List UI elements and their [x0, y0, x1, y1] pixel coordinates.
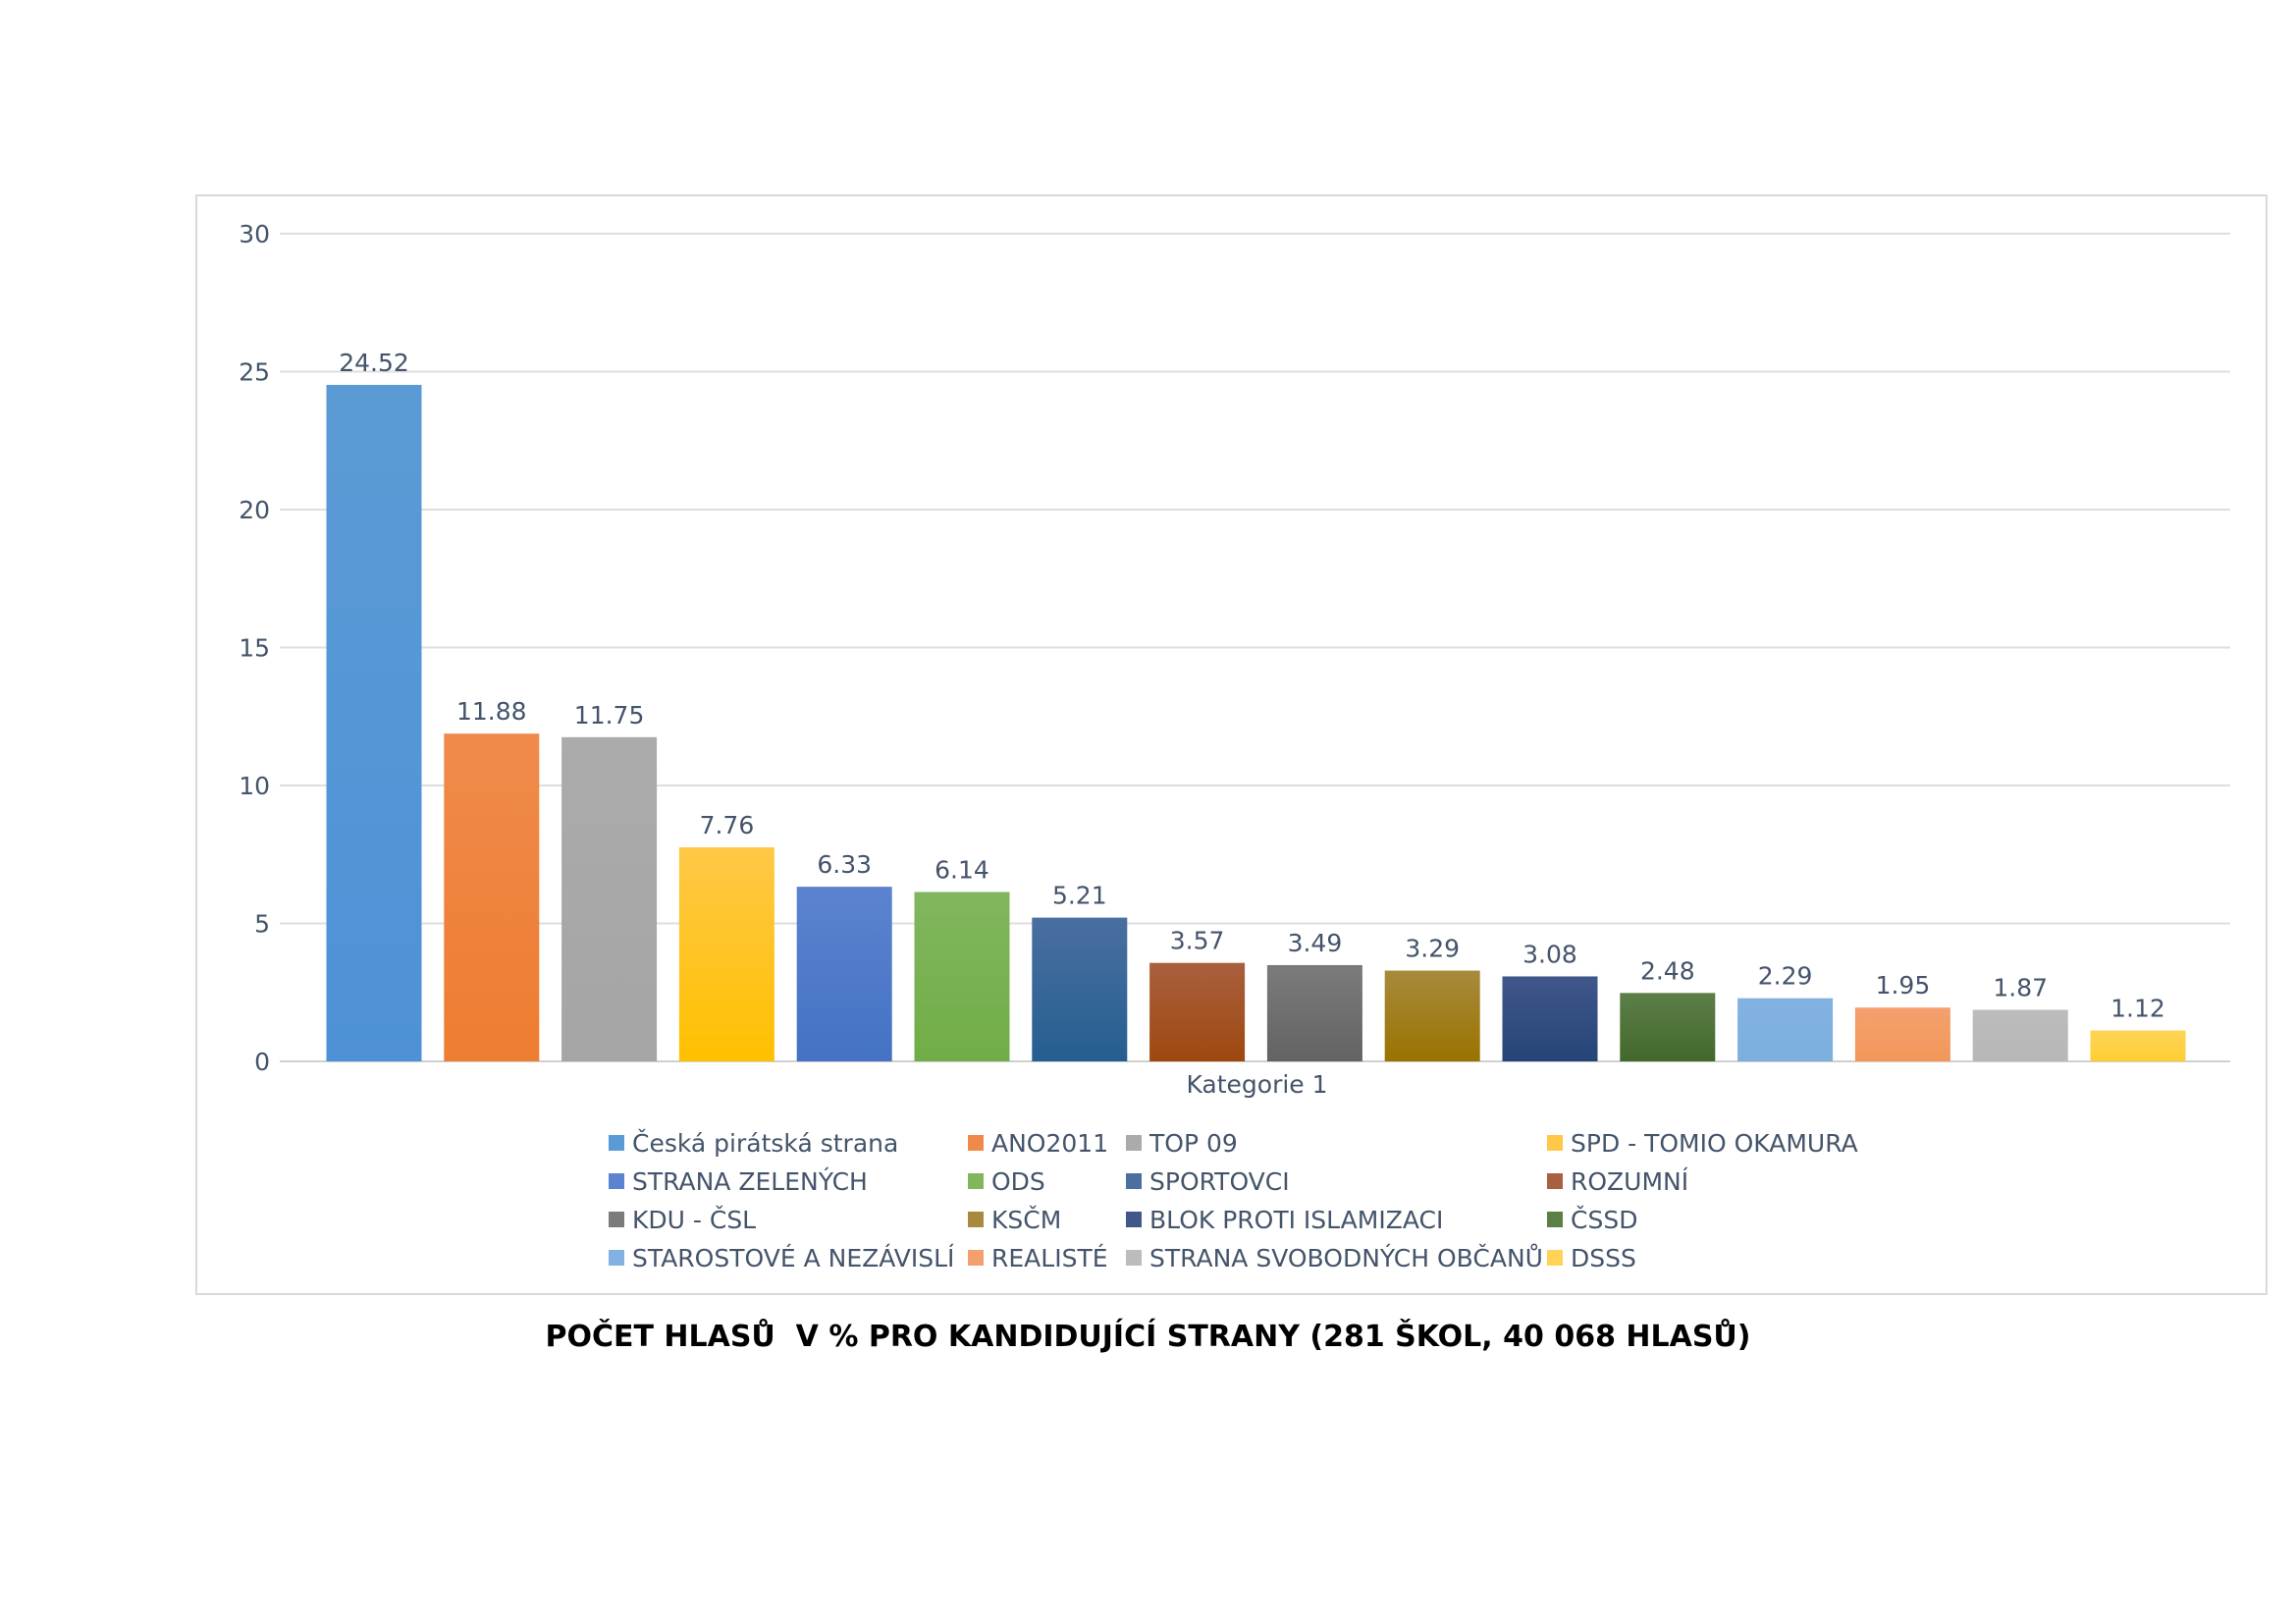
data-label: 6.14 [934, 855, 989, 884]
legend-swatch [1547, 1135, 1563, 1151]
bar [561, 736, 658, 1061]
legend-label: SPD - TOMIO OKAMURA [1571, 1128, 1858, 1158]
legend-item: ČSSD [1547, 1204, 1871, 1235]
legend-item: STRANA SVOBODNÝCH OBČANŮ [1126, 1242, 1547, 1273]
legend-item: BLOK PROTI ISLAMIZACI [1126, 1204, 1547, 1235]
bar [1620, 993, 1716, 1061]
data-label: 6.33 [817, 850, 872, 879]
legend-label: TOP 09 [1149, 1128, 1238, 1158]
legend-label: KSČM [991, 1205, 1062, 1234]
bar [1032, 917, 1128, 1061]
data-label: 3.49 [1288, 929, 1343, 957]
y-tick-label: 10 [239, 772, 270, 800]
legend-swatch [1547, 1173, 1563, 1189]
legend-item: Česká pirátská strana [609, 1127, 968, 1159]
bar [1502, 976, 1598, 1061]
legend-label: STRANA ZELENÝCH [632, 1166, 868, 1196]
legend-swatch [1126, 1135, 1142, 1151]
data-label: 1.12 [2110, 995, 2165, 1023]
bar [914, 892, 1010, 1061]
legend-label: STAROSTOVÉ A NEZÁVISLÍ [632, 1243, 955, 1272]
legend-swatch [1126, 1212, 1142, 1227]
data-label: 24.52 [339, 349, 409, 377]
legend-swatch [968, 1212, 984, 1227]
bar [1737, 998, 1834, 1061]
bar [326, 384, 422, 1061]
legend-swatch [968, 1135, 984, 1151]
data-label: 11.75 [574, 701, 645, 730]
legend-label: BLOK PROTI ISLAMIZACI [1149, 1205, 1444, 1234]
legend: Česká pirátská strana ANO2011 TOP 09 SPD - … [609, 1127, 1871, 1273]
legend-swatch [609, 1212, 624, 1227]
legend-label: STRANA SVOBODNÝCH OBČANŮ [1149, 1243, 1543, 1272]
data-label: 7.76 [700, 811, 755, 839]
y-tick-label: 5 [254, 910, 270, 939]
legend-label: REALISTÉ [991, 1243, 1108, 1272]
legend-swatch [1126, 1250, 1142, 1266]
legend-item: STAROSTOVÉ A NEZÁVISLÍ [609, 1242, 968, 1273]
data-label: 3.57 [1170, 927, 1225, 955]
chart-title: POČET HLASŮ V % PRO KANDIDUJÍCÍ STRANY (… [545, 1320, 1751, 1354]
bar-chart: 0 5 10 15 20 25 30 24.52 11.88 11.75 7.76 6.33 6.14 5… [239, 220, 2230, 1099]
data-label: 2.29 [1758, 962, 1813, 991]
chart-area: 0 5 10 15 20 25 30 24.52 11.88 11.75 7.76 6.33 6.14 5… [195, 194, 2268, 1295]
data-label: 3.08 [1522, 940, 1577, 968]
legend-swatch [968, 1173, 984, 1189]
legend-item: ROZUMNÍ [1547, 1165, 1871, 1197]
legend-swatch [1547, 1212, 1563, 1227]
legend-label: SPORTOVCI [1149, 1166, 1290, 1196]
legend-label: ODS [991, 1166, 1045, 1196]
bar [1149, 962, 1246, 1061]
bar [1972, 1009, 2068, 1061]
legend-label: ČSSD [1571, 1205, 1638, 1234]
data-label: 1.95 [1876, 971, 1931, 1000]
data-label: 5.21 [1052, 882, 1107, 910]
bar [1854, 1007, 1950, 1061]
legend-label: Česká pirátská strana [632, 1128, 899, 1158]
bar [1384, 970, 1480, 1061]
legend-label: DSSS [1571, 1243, 1636, 1272]
data-label: 11.88 [456, 697, 527, 726]
data-label: 1.87 [1993, 973, 2048, 1001]
category-label: Kategorie 1 [1186, 1070, 1327, 1099]
y-tick-label: 0 [254, 1048, 270, 1076]
legend-item: KSČM [968, 1204, 1126, 1235]
bar [444, 733, 540, 1061]
y-tick-label: 15 [239, 634, 270, 663]
y-tick-label: 20 [239, 496, 270, 524]
data-label: 3.29 [1405, 935, 1460, 963]
legend-item: DSSS [1547, 1242, 1871, 1273]
bar [1266, 964, 1362, 1061]
legend-item: ANO2011 [968, 1127, 1126, 1159]
legend-label: KDU - ČSL [632, 1205, 757, 1234]
legend-swatch [609, 1135, 624, 1151]
y-tick-label: 25 [239, 358, 270, 387]
y-tick-label: 30 [239, 220, 270, 248]
legend-item: KDU - ČSL [609, 1204, 968, 1235]
data-label: 2.48 [1640, 956, 1695, 985]
bar [678, 846, 774, 1061]
legend-item: REALISTÉ [968, 1242, 1126, 1273]
legend-swatch [609, 1173, 624, 1189]
legend-label: ROZUMNÍ [1571, 1166, 1689, 1196]
bar [2090, 1030, 2186, 1061]
bar [796, 887, 892, 1061]
legend-item: SPORTOVCI [1126, 1165, 1547, 1197]
legend-item: STRANA ZELENÝCH [609, 1165, 968, 1197]
legend-swatch [1126, 1173, 1142, 1189]
legend-swatch [968, 1250, 984, 1266]
legend-swatch [609, 1250, 624, 1266]
legend-swatch [1547, 1250, 1563, 1266]
legend-item: TOP 09 [1126, 1127, 1547, 1159]
legend-item: ODS [968, 1165, 1126, 1197]
legend-item: SPD - TOMIO OKAMURA [1547, 1127, 1871, 1159]
legend-label: ANO2011 [991, 1128, 1109, 1158]
